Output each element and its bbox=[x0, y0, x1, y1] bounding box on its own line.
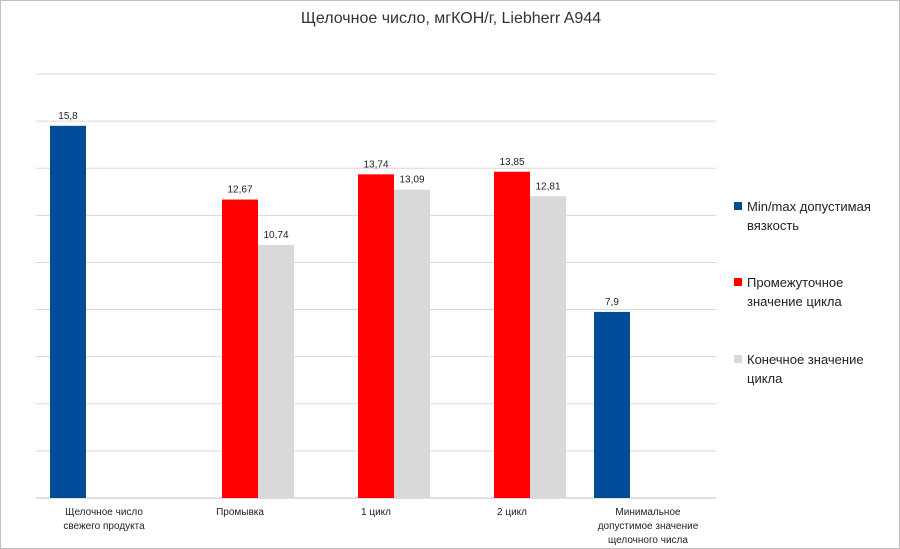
legend-label: Min/max допустимая вязкость bbox=[747, 199, 871, 233]
legend-entry: Min/max допустимая вязкость bbox=[734, 197, 894, 235]
x-tick-label: 1 цикл bbox=[361, 507, 391, 518]
data-label: 13,85 bbox=[499, 157, 524, 168]
legend-entry: Конечное значение цикла bbox=[734, 350, 894, 388]
bar bbox=[494, 171, 530, 498]
x-tick-label: Минимальное допустимое значение щелочног… bbox=[597, 507, 699, 546]
bar bbox=[530, 196, 566, 498]
data-label: 7,9 bbox=[605, 297, 619, 308]
data-label: 12,67 bbox=[227, 185, 252, 196]
x-tick-label: Промывка bbox=[216, 507, 264, 518]
bar bbox=[222, 199, 258, 498]
x-tick-label: 2 цикл bbox=[497, 507, 527, 518]
legend-swatch bbox=[734, 202, 742, 210]
bar bbox=[258, 245, 294, 498]
data-label: 15,8 bbox=[58, 111, 78, 122]
bar bbox=[50, 125, 86, 499]
legend-swatch bbox=[734, 278, 742, 286]
legend-swatch bbox=[734, 355, 742, 363]
legend-label: Конечное значение цикла bbox=[747, 352, 864, 386]
data-label: 12,81 bbox=[535, 181, 560, 192]
bar bbox=[394, 189, 430, 498]
legend-label: Промежуточное значение цикла bbox=[747, 275, 844, 309]
legend-entry: Промежуточное значение цикла bbox=[734, 273, 894, 311]
data-label: 10,74 bbox=[263, 230, 288, 241]
x-tick-label: Щелочное число свежего продукта bbox=[63, 507, 145, 532]
bar bbox=[358, 174, 394, 498]
chart-title: Щелочное число, мгКОН/г, Liebherr A944 bbox=[301, 10, 601, 27]
data-label: 13,74 bbox=[363, 159, 388, 170]
data-label: 13,09 bbox=[399, 175, 424, 186]
bar bbox=[594, 311, 630, 498]
